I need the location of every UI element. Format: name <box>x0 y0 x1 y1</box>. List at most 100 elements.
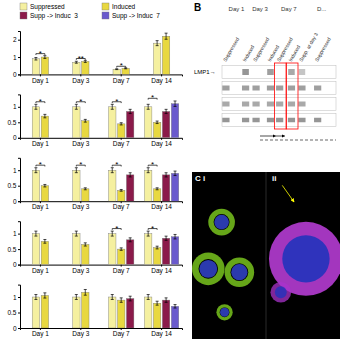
significance-label: * <box>151 160 154 169</box>
cell-body <box>270 282 291 303</box>
error-bar <box>156 188 159 190</box>
cell-nucleus <box>199 260 217 278</box>
bars <box>32 101 179 138</box>
y-tick-label: 1 <box>13 103 17 110</box>
blot-panel: BDay 1Day 3Day 7D...SuppressedInducedSup… <box>194 2 336 140</box>
bar <box>41 295 48 328</box>
error-bar <box>147 231 150 236</box>
y-axis-line <box>18 95 21 138</box>
bar <box>82 244 89 264</box>
error-bar <box>165 236 168 240</box>
error-bar <box>34 104 37 109</box>
significance-label: ** <box>78 54 84 63</box>
y-tick: 1 <box>13 230 20 237</box>
cell-body <box>216 304 232 320</box>
y-tick: 1 <box>13 294 20 301</box>
panel-title: B <box>194 2 201 13</box>
bar <box>162 300 169 328</box>
error-bar <box>165 298 168 302</box>
error-bar <box>120 298 123 302</box>
blot-band <box>267 102 274 107</box>
y-tick-mark <box>18 201 20 202</box>
blot-band <box>276 102 283 107</box>
error-bar <box>34 58 37 60</box>
cell-nucleus <box>220 308 229 317</box>
bar <box>171 237 178 265</box>
error-bar <box>165 33 168 39</box>
y-tick-label: 0.5 <box>7 246 16 253</box>
error-bar <box>34 231 37 236</box>
error-bar <box>111 168 114 173</box>
y-tick-mark <box>18 186 20 187</box>
cell-gap <box>220 307 230 317</box>
y-tick: 0 <box>13 261 20 268</box>
bar <box>162 36 169 74</box>
y-tick: 0.5 <box>7 182 20 189</box>
blot-arrow <box>260 136 276 137</box>
cell-body <box>192 253 225 286</box>
y-tick-mark <box>18 57 20 58</box>
blot-row-label: LMP1→ <box>194 69 216 75</box>
x-axis: Day 1Day 3Day 7Day 14 <box>21 74 183 84</box>
y-tick-label: 2 <box>13 36 17 43</box>
micrograph-label: ii <box>272 174 276 183</box>
significance-label: * <box>151 224 154 233</box>
error-bar <box>174 305 177 308</box>
x-tick-label: Day 14 <box>151 330 172 338</box>
y-tick-mark <box>18 328 20 329</box>
blot-band <box>242 118 249 123</box>
x-tick: Day 3 <box>72 201 89 211</box>
error-bar <box>75 104 78 109</box>
x-axis: Day 1Day 3Day 7Day 14 <box>21 201 183 211</box>
significance-label: * <box>115 160 118 169</box>
error-bar <box>129 296 132 301</box>
error-bar <box>34 168 37 173</box>
y-axis: 012 <box>13 32 21 78</box>
blot-arrow <box>276 136 285 137</box>
highlight-box <box>286 63 298 129</box>
bar-panel: Day 1Day 3Day 7Day 1400.51** <box>7 222 182 275</box>
bar <box>32 170 39 201</box>
x-tick: Day 1 <box>32 74 49 84</box>
y-tick-label: 0.5 <box>7 182 16 189</box>
x-tick-label: Day 7 <box>113 77 130 85</box>
y-axis-line <box>18 222 21 265</box>
error-bar <box>129 238 132 242</box>
blot-band <box>314 86 321 91</box>
blot-band <box>288 69 295 75</box>
significance-label: * <box>39 97 42 106</box>
x-tick: Day 3 <box>72 328 89 338</box>
blot-day-label: Day 1 <box>229 6 245 12</box>
bar <box>32 59 39 75</box>
blot-band <box>299 69 306 75</box>
error-bar <box>156 246 159 249</box>
error-bar <box>147 104 150 109</box>
y-axis-line <box>18 32 21 75</box>
significance-label: * <box>115 224 118 233</box>
bar <box>122 68 129 74</box>
annotations: ** <box>112 224 157 233</box>
error-bar <box>43 114 46 117</box>
y-tick: 1 <box>13 103 20 110</box>
cell-nucleus <box>231 264 247 280</box>
bar <box>153 189 160 201</box>
bar-panel: Day 1Day 3Day 7Day 1400.51 <box>7 285 182 338</box>
x-tick-label: Day 7 <box>113 203 130 211</box>
bar <box>162 111 169 137</box>
bars <box>32 168 179 201</box>
legend-swatch <box>102 12 109 19</box>
y-tick-label: 0 <box>13 261 17 268</box>
error-bar <box>174 234 177 238</box>
legend-swatch <box>20 3 27 10</box>
error-bar <box>43 239 46 243</box>
bars <box>32 289 179 328</box>
bar <box>126 175 133 201</box>
error-bar <box>165 109 168 113</box>
bar <box>126 240 133 265</box>
bar <box>153 303 160 328</box>
y-tick: 0 <box>13 325 20 332</box>
y-tick-mark <box>18 170 20 171</box>
x-tick: Day 1 <box>32 265 49 275</box>
error-bar <box>84 60 87 62</box>
bar <box>153 248 160 265</box>
